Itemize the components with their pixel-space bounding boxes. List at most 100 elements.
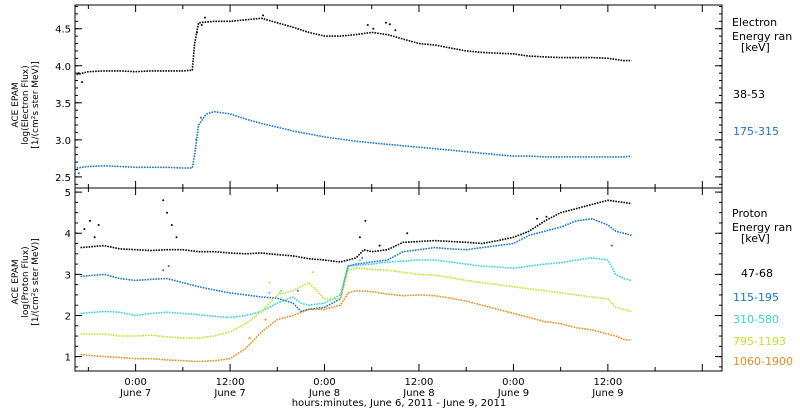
proton-point-47-68-10 <box>378 244 381 247</box>
x-tick-date-3: June 8 <box>402 388 434 399</box>
electron-point-38-53-6 <box>366 24 369 26</box>
proton-point-47-68-7 <box>175 236 178 239</box>
proton-point-115-195-4 <box>610 244 613 247</box>
electron-point-175-315-2 <box>199 116 202 119</box>
proton-legend-title-2: Energy ran <box>732 221 792 234</box>
electron-point-38-53-7 <box>372 27 375 30</box>
proton-y-axis-label: ACE EPAM log(Proton Flux) [1/(cm²s ster … <box>11 238 41 325</box>
electron-y-axis-label: ACE EPAM log(Electron Flux) [1/(cm²s ste… <box>11 61 41 148</box>
proton-point-115-195-1 <box>167 265 170 268</box>
proton-ytick-label-2: 3 <box>65 270 71 281</box>
legend-entry-310-580: 310-580 <box>733 313 779 326</box>
proton-point-47-68-12 <box>536 217 538 220</box>
legend-entry-47-68: 47-68 <box>741 267 773 280</box>
proton-point-47-68-9 <box>364 219 367 222</box>
proton-point-47-68-8 <box>358 236 361 239</box>
proton-point-47-68-6 <box>170 224 173 226</box>
proton-point-47-68-5 <box>166 211 169 214</box>
proton-point-47-68-13 <box>545 215 548 218</box>
proton-point-1060-1900-1 <box>264 318 267 321</box>
proton-ytick-label-0: 1 <box>65 353 71 364</box>
proton-point-47-68-2 <box>93 236 96 239</box>
electron-point-38-53-5 <box>262 14 265 17</box>
electron-point-38-53-0 <box>77 72 80 75</box>
legend-entry-38-53: 38-53 <box>733 88 765 101</box>
proton-point-47-68-4 <box>162 199 165 202</box>
x-tick-date-5: June 9 <box>591 388 623 399</box>
proton-ylabel-line-1: ACE EPAM <box>11 259 21 304</box>
electron-point-38-53-10 <box>394 29 397 32</box>
electron-ytick-label-1: 3.0 <box>55 136 71 147</box>
x-tick-date-0: June 7 <box>119 388 151 399</box>
electron-legend-title-2: Energy ran <box>732 30 792 43</box>
proton-point-47-68-1 <box>89 219 91 222</box>
proton-plot-frame <box>74 187 723 372</box>
proton-point-310-580-2 <box>358 259 361 261</box>
proton-point-795-1193-0 <box>268 281 271 284</box>
legend-entry-795-1193: 795-1193 <box>733 335 786 348</box>
proton-point-47-68-0 <box>83 228 86 231</box>
electron-ytick-label-0: 2.5 <box>55 173 71 184</box>
electron-panel: ACE EPAM log(Electron Flux) [1/(cm²s ste… <box>11 4 792 189</box>
proton-ytick-label-3: 4 <box>65 229 71 240</box>
x-tick-date-4: June 9 <box>497 388 529 399</box>
electron-ytick-label-2: 3.5 <box>55 99 71 110</box>
x-axis-title: hours:minutes, June 6, 2011 - June 9, 20… <box>292 398 507 409</box>
x-tick-label-5: 12:00 <box>593 377 622 388</box>
proton-point-115-195-0 <box>162 269 165 272</box>
proton-point-795-1193-2 <box>311 271 314 274</box>
proton-point-1060-1900-0 <box>248 337 251 340</box>
electron-ylabel-line-1: ACE EPAM <box>11 82 21 127</box>
electron-series-38-53 <box>76 17 632 76</box>
x-axis: hours:minutes, June 6, 2011 - June 9, 20… <box>119 377 624 409</box>
proton-series-47-68 <box>80 199 632 263</box>
electron-plot-frame <box>74 4 723 189</box>
electron-ylabel-line-2: log(Electron Flux) <box>21 65 31 144</box>
proton-ytick-label-4: 5 <box>65 188 71 199</box>
electron-ylabel-line-3: [1/(cm²s ster MeV)] <box>31 61 41 148</box>
x-tick-label-3: 12:00 <box>405 377 434 388</box>
x-tick-label-1: 12:00 <box>216 377 245 388</box>
proton-point-115-195-2 <box>296 289 299 292</box>
proton-point-47-68-3 <box>97 224 100 226</box>
electron-ytick-label-4: 4.5 <box>55 25 71 36</box>
electron-legend-title-1: Electron <box>732 16 777 29</box>
electron-point-38-53-3 <box>200 24 203 26</box>
electron-point-175-315-0 <box>77 172 80 175</box>
legend-entry-115-195: 115-195 <box>733 291 779 304</box>
proton-legend-unit: [keV] <box>741 232 770 245</box>
proton-legend-title-1: Proton <box>732 207 767 220</box>
proton-ylabel-line-3: [1/(cm²s ster MeV)] <box>31 238 41 325</box>
x-tick-label-4: 0:00 <box>502 377 524 388</box>
electron-ytick-label-3: 4.0 <box>55 62 71 73</box>
legend-entry-1060-1900: 1060-1900 <box>733 355 793 368</box>
proton-series-310-580 <box>80 257 632 319</box>
proton-point-795-1193-1 <box>278 291 281 294</box>
proton-ytick-label-1: 2 <box>65 311 71 322</box>
electron-point-38-53-1 <box>81 81 84 84</box>
electron-point-38-53-8 <box>384 21 387 24</box>
x-tick-date-2: June 8 <box>308 388 340 399</box>
proton-series-795-1193 <box>80 267 632 339</box>
x-tick-date-1: June 7 <box>213 388 245 399</box>
proton-point-310-580-0 <box>268 291 271 294</box>
proton-point-310-580-1 <box>280 289 283 292</box>
electron-series-175-315 <box>76 110 632 169</box>
electron-point-175-315-1 <box>195 138 198 141</box>
electron-point-38-53-9 <box>388 23 391 26</box>
x-tick-label-0: 0:00 <box>124 377 146 388</box>
electron-point-38-53-2 <box>196 31 198 34</box>
legend-entry-175-315: 175-315 <box>733 125 779 138</box>
proton-point-115-195-3 <box>361 256 364 259</box>
proton-panel: ACE EPAM log(Proton Flux) [1/(cm²s ster … <box>11 187 793 372</box>
electron-point-38-53-4 <box>203 16 206 19</box>
electron-legend-unit: [keV] <box>741 41 770 54</box>
electron-legend: Electron Energy ran [keV] 38-53 175-315 <box>732 16 792 138</box>
proton-ylabel-line-2: log(Proton Flux) <box>21 246 31 317</box>
proton-series-115-195 <box>80 218 632 313</box>
x-tick-label-2: 0:00 <box>313 377 335 388</box>
proton-legend: Proton Energy ran [keV] 47-68 115-195 31… <box>732 207 793 368</box>
proton-point-47-68-11 <box>406 232 409 235</box>
